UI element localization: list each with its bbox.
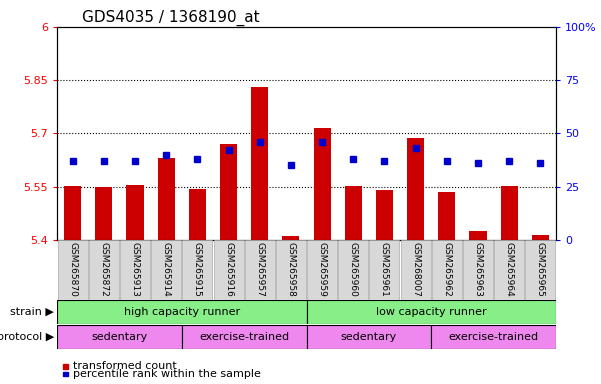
Bar bbox=[126, 185, 144, 240]
Bar bbox=[307, 240, 337, 300]
Bar bbox=[463, 240, 493, 300]
Bar bbox=[183, 240, 212, 300]
Text: GSM265870: GSM265870 bbox=[68, 242, 77, 297]
Text: GSM265961: GSM265961 bbox=[380, 242, 389, 297]
Text: GSM265913: GSM265913 bbox=[130, 242, 139, 297]
Text: GSM265916: GSM265916 bbox=[224, 242, 233, 297]
Bar bbox=[245, 240, 275, 300]
Bar bbox=[432, 325, 556, 349]
Bar bbox=[120, 240, 150, 300]
Text: GSM265914: GSM265914 bbox=[162, 242, 171, 296]
Text: GSM265915: GSM265915 bbox=[193, 242, 202, 297]
Bar bbox=[251, 87, 268, 240]
Text: GSM268007: GSM268007 bbox=[411, 242, 420, 297]
Bar bbox=[182, 325, 307, 349]
Text: GSM265872: GSM265872 bbox=[99, 242, 108, 296]
Text: GSM265963: GSM265963 bbox=[474, 242, 483, 297]
Text: GSM265959: GSM265959 bbox=[317, 242, 326, 297]
Text: sedentary: sedentary bbox=[91, 332, 148, 342]
Text: sedentary: sedentary bbox=[341, 332, 397, 342]
Text: protocol ▶: protocol ▶ bbox=[0, 332, 54, 342]
Bar bbox=[307, 300, 556, 324]
Bar bbox=[501, 185, 517, 240]
Bar bbox=[57, 325, 182, 349]
Bar bbox=[96, 187, 112, 240]
Bar bbox=[157, 158, 175, 240]
Text: high capacity runner: high capacity runner bbox=[124, 307, 240, 317]
Text: GSM265960: GSM265960 bbox=[349, 242, 358, 297]
Bar bbox=[401, 240, 430, 300]
Text: exercise-trained: exercise-trained bbox=[199, 332, 289, 342]
Text: low capacity runner: low capacity runner bbox=[376, 307, 487, 317]
Bar bbox=[438, 192, 456, 240]
Text: exercise-trained: exercise-trained bbox=[448, 332, 538, 342]
Bar bbox=[370, 240, 400, 300]
Text: strain ▶: strain ▶ bbox=[10, 307, 54, 317]
Bar bbox=[64, 186, 81, 240]
Bar bbox=[469, 232, 487, 240]
Bar bbox=[494, 240, 524, 300]
Bar bbox=[282, 236, 299, 240]
Bar bbox=[532, 235, 549, 240]
Text: GDS4035 / 1368190_at: GDS4035 / 1368190_at bbox=[82, 9, 260, 25]
Bar bbox=[89, 240, 119, 300]
Bar bbox=[525, 240, 555, 300]
Bar bbox=[314, 128, 331, 240]
Bar bbox=[432, 240, 462, 300]
Text: GSM265958: GSM265958 bbox=[287, 242, 296, 297]
Bar bbox=[376, 190, 393, 240]
Bar bbox=[276, 240, 306, 300]
Text: GSM265965: GSM265965 bbox=[536, 242, 545, 297]
Bar bbox=[345, 185, 362, 240]
Bar bbox=[151, 240, 181, 300]
Text: GSM265962: GSM265962 bbox=[442, 242, 451, 296]
Bar bbox=[57, 300, 307, 324]
Text: GSM265964: GSM265964 bbox=[505, 242, 514, 296]
Bar bbox=[213, 240, 243, 300]
Bar bbox=[407, 138, 424, 240]
Text: GSM265957: GSM265957 bbox=[255, 242, 264, 297]
Bar bbox=[189, 189, 206, 240]
Text: transformed count: transformed count bbox=[73, 361, 176, 371]
Bar bbox=[220, 144, 237, 240]
Bar bbox=[58, 240, 88, 300]
Bar bbox=[338, 240, 368, 300]
Bar bbox=[307, 325, 432, 349]
Text: percentile rank within the sample: percentile rank within the sample bbox=[73, 369, 260, 379]
